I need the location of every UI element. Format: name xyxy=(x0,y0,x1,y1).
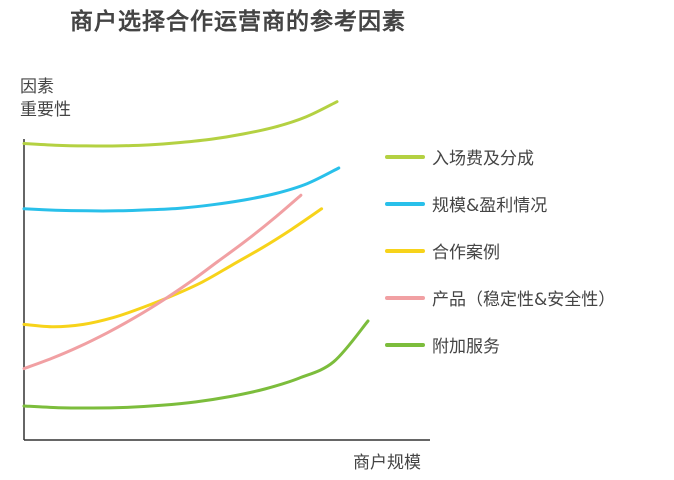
legend-label: 规模&盈利情况 xyxy=(432,196,548,216)
y-axis-label: 因素 重要性 xyxy=(20,76,71,122)
legend-swatch xyxy=(385,342,425,347)
legend-label: 合作案例 xyxy=(432,243,500,263)
legend-item: 合作案例 xyxy=(385,227,615,274)
series-line-1 xyxy=(22,100,339,148)
legend-item: 附加服务 xyxy=(385,321,615,368)
legend-swatch xyxy=(385,201,425,206)
y-axis-label-line-2: 重要性 xyxy=(20,100,71,120)
series-line-2 xyxy=(22,166,341,213)
series-line-3 xyxy=(22,207,324,329)
series-layer xyxy=(22,100,370,410)
legend-label: 入场费及分成 xyxy=(432,149,534,169)
legend-item: 产品（稳定性&安全性） xyxy=(385,274,615,321)
x-axis-label: 商户规模 xyxy=(353,453,421,473)
legend-item: 入场费及分成 xyxy=(385,133,615,180)
legend: 入场费及分成 规模&盈利情况 合作案例 产品（稳定性&安全性） 附加服务 xyxy=(385,133,615,368)
legend-label: 附加服务 xyxy=(432,337,500,357)
y-axis-label-line-1: 因素 xyxy=(20,77,54,97)
series-line-5 xyxy=(22,319,370,410)
legend-label: 产品（稳定性&安全性） xyxy=(432,290,616,310)
legend-swatch xyxy=(385,248,425,253)
legend-swatch xyxy=(385,154,425,159)
legend-item: 规模&盈利情况 xyxy=(385,180,615,227)
legend-swatch xyxy=(385,295,425,300)
series-line-4 xyxy=(22,193,303,371)
chart-title: 商户选择合作运营商的参考因素 xyxy=(70,9,406,35)
